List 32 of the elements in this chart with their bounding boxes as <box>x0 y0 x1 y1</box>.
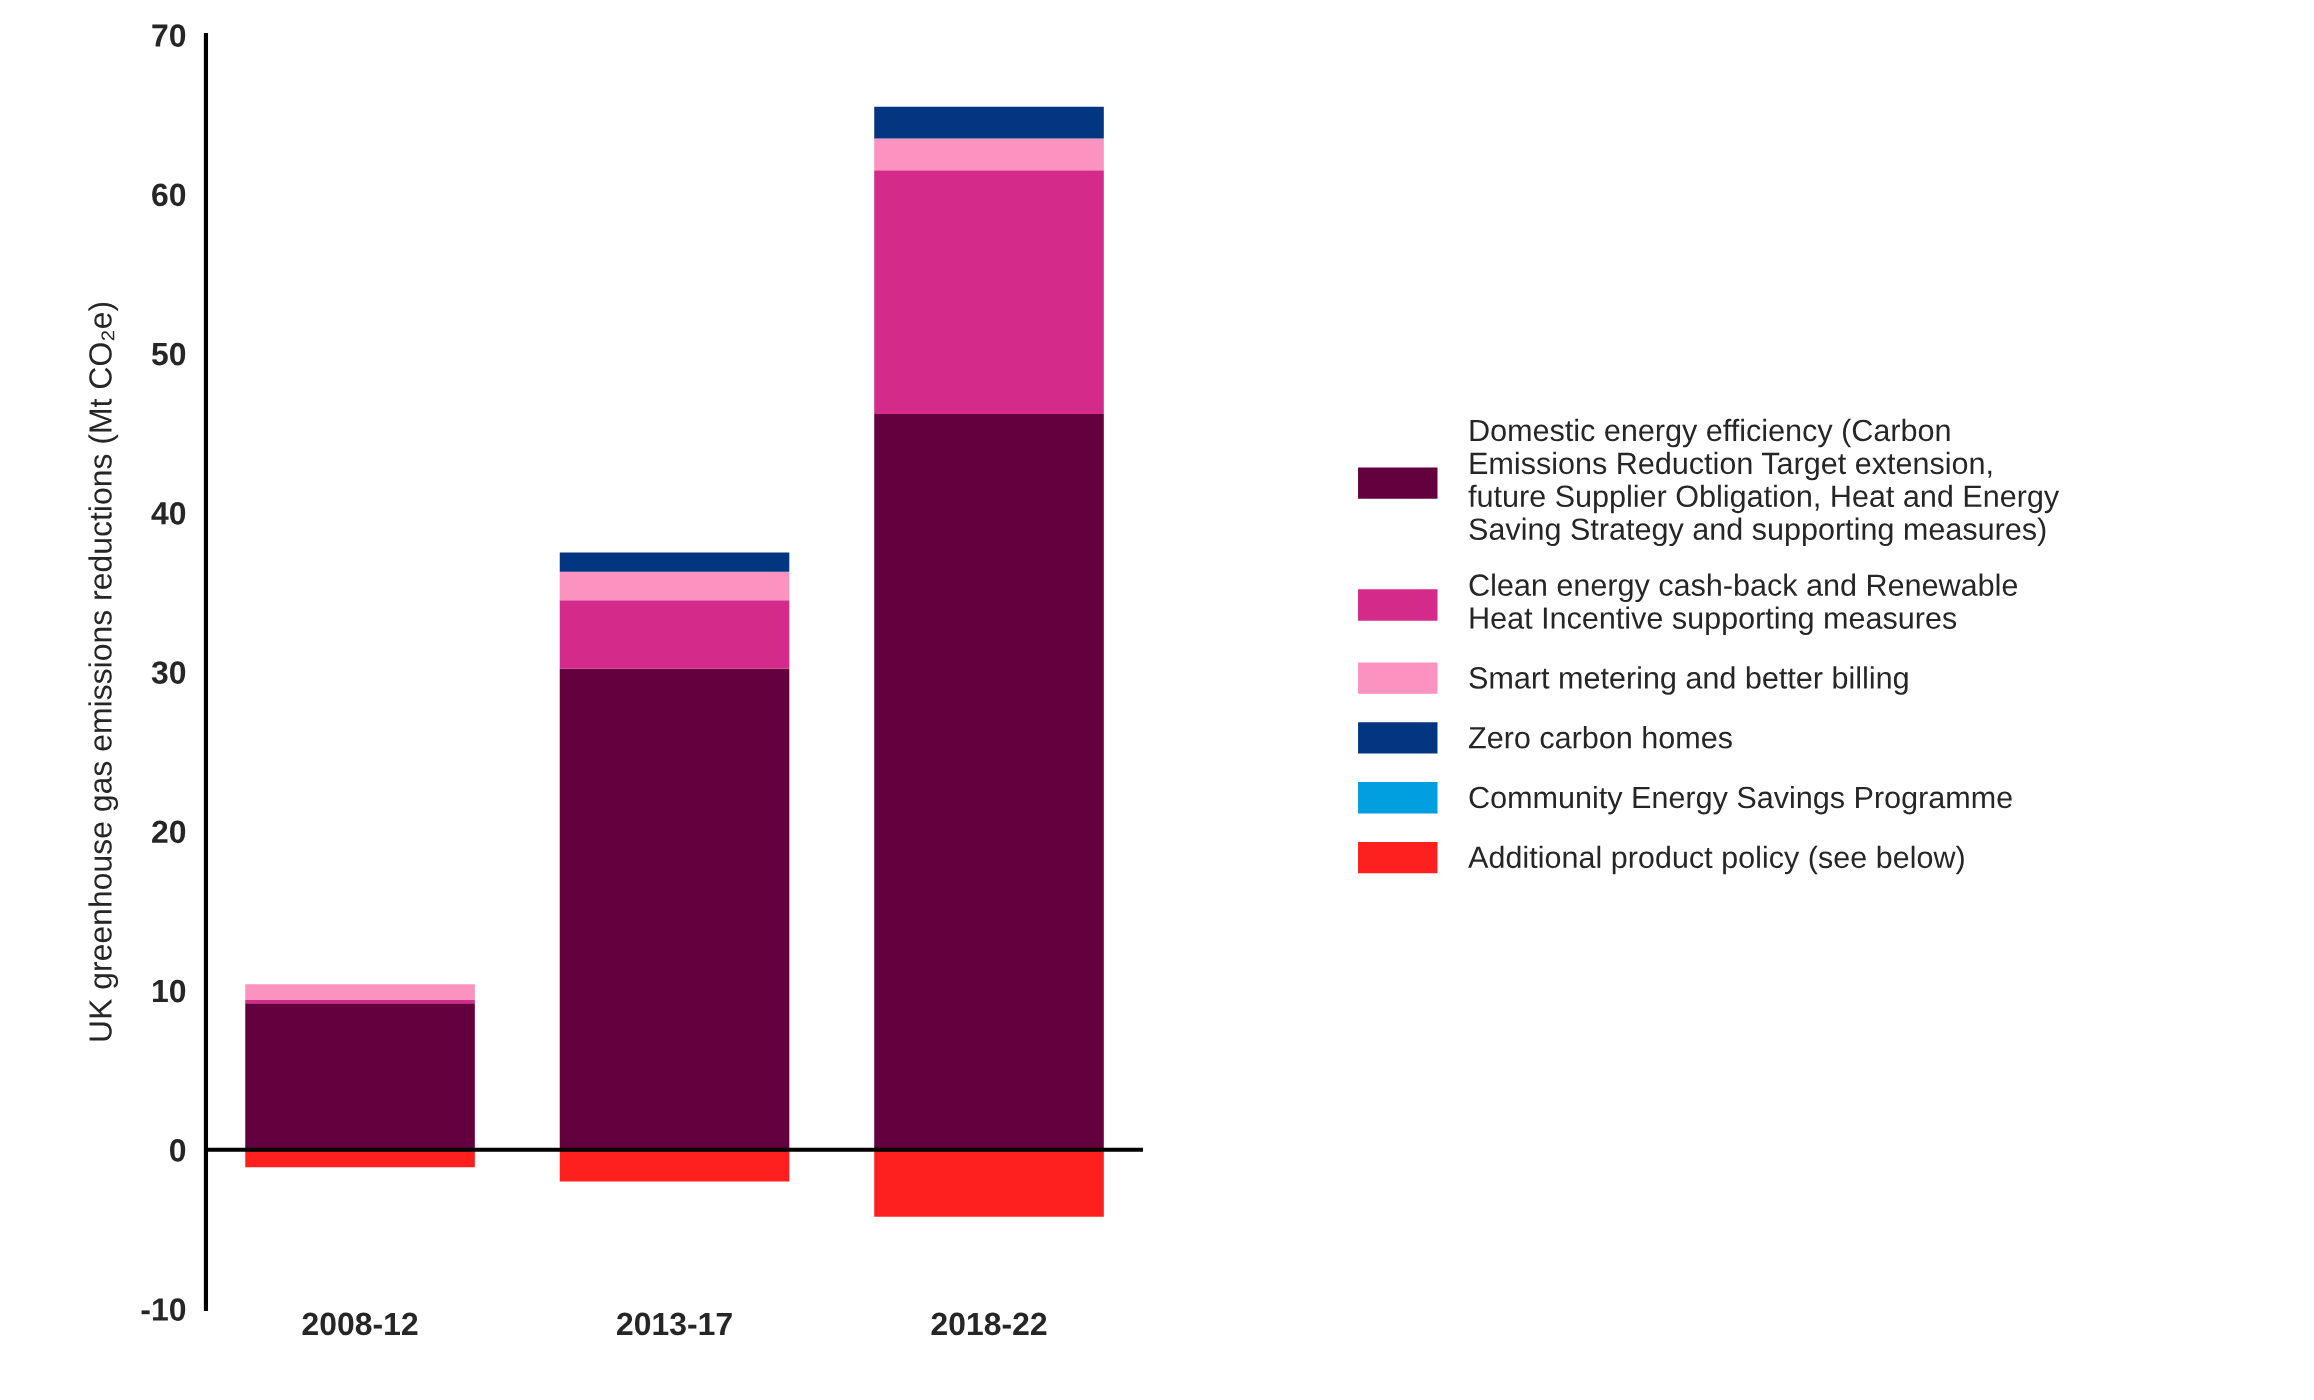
y-tick-label: 50 <box>151 342 186 366</box>
y-tick-label: 40 <box>151 502 186 525</box>
y-axis-title: UK greenhouse gas emissions reductions (Mt CO₂e) <box>88 302 119 1041</box>
y-tick-label: 30 <box>151 661 186 684</box>
bar <box>559 600 790 669</box>
legend-label: Smart metering and better billing <box>1469 666 1908 695</box>
bar <box>874 138 1104 171</box>
bar <box>559 552 790 572</box>
bar <box>874 106 1104 139</box>
bar <box>874 1149 1104 1217</box>
bar <box>245 984 475 1001</box>
x-tick-label: 2013-17 <box>617 1312 732 1336</box>
bar <box>559 1149 790 1182</box>
legend-label: Domestic energy efficiency (Carbon Emissions Reduction Target extension, future Supplier Obligation, Heat and Energy Saving Strategy and supporting measures) <box>1468 418 2060 547</box>
legend-label: Community Energy Savings Programme <box>1469 785 2012 815</box>
bar <box>559 571 790 601</box>
bar <box>245 1000 475 1004</box>
bar <box>874 170 1104 415</box>
y-tick-label: 10 <box>152 979 186 1003</box>
bar <box>559 668 790 1150</box>
y-tick-label: 60 <box>152 183 186 207</box>
bar <box>874 414 1104 1150</box>
legend-label: Zero carbon homes <box>1469 726 1732 749</box>
bar <box>245 1003 475 1150</box>
legend-label: Clean energy cash-back and Renewable Heat Incentive supporting measures <box>1469 573 2018 635</box>
x-tick-label: 2008-12 <box>302 1312 418 1336</box>
x-tick-label: 2018-22 <box>931 1312 1047 1336</box>
y-tick-label: 20 <box>152 820 186 844</box>
legend-label: Additional product policy (see below) <box>1468 845 1964 875</box>
y-tick-label: 70 <box>152 24 186 47</box>
y-tick-label: 0 <box>170 1139 186 1162</box>
y-tick-label: -10 <box>141 1298 186 1321</box>
